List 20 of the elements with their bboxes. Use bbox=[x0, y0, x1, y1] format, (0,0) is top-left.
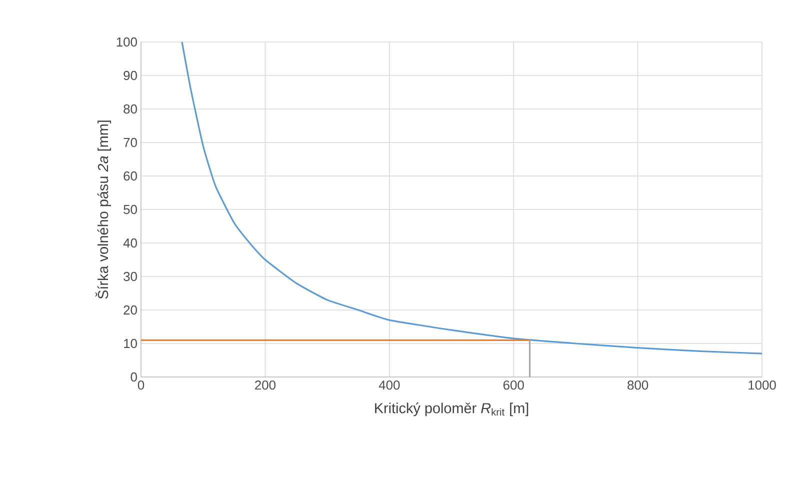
y-axis-title: Šírka volného pásu 2a [mm] bbox=[95, 120, 112, 299]
y-tick-label: 0 bbox=[130, 372, 137, 382]
y-tick-label: 70 bbox=[124, 138, 137, 148]
line-series bbox=[181, 42, 762, 354]
x-tick-label: 200 bbox=[255, 380, 276, 390]
y-tick-label: 90 bbox=[124, 70, 137, 80]
y-tick-label: 40 bbox=[123, 238, 137, 248]
x-tick-label: 600 bbox=[503, 380, 524, 390]
x-tick-label: 400 bbox=[378, 380, 400, 390]
y-tick-label: 20 bbox=[124, 305, 137, 315]
y-tick-label: 10 bbox=[124, 338, 137, 348]
x-tick-label: 0 bbox=[138, 380, 144, 390]
x-axis-title: Kritický poloměr R$_{krit}$ [m] bbox=[375, 402, 528, 416]
y-tick-label: 100 bbox=[116, 37, 137, 47]
y-tick-label: 80 bbox=[124, 104, 137, 114]
x-tick-label: 800 bbox=[628, 380, 648, 390]
x-tick-label: 1000 bbox=[748, 380, 776, 390]
y-tick-label: 30 bbox=[124, 272, 137, 282]
y-tick-label: 50 bbox=[124, 204, 137, 214]
y-tick-label: 60 bbox=[124, 171, 137, 181]
